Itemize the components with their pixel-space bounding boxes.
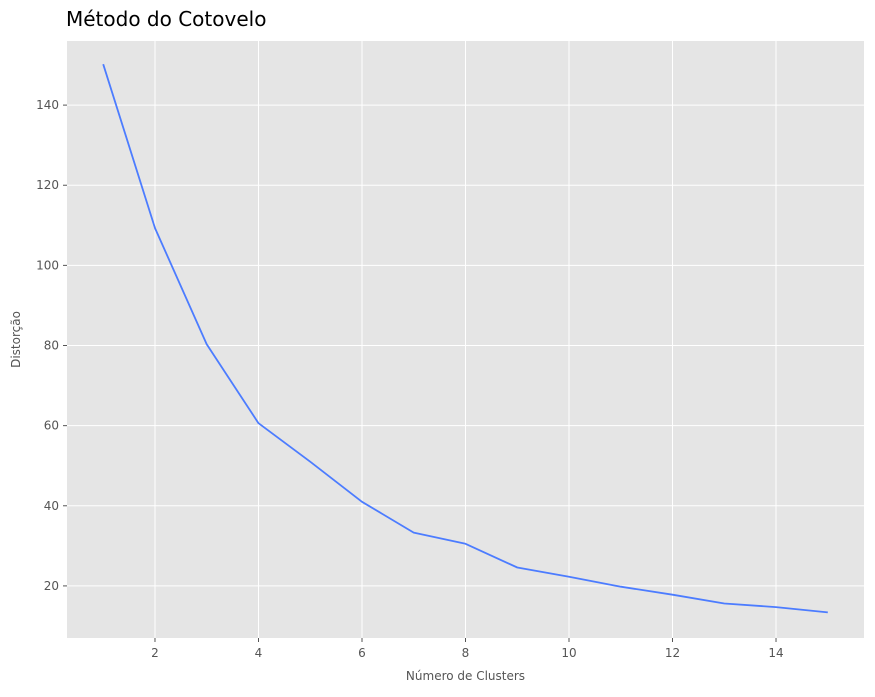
series-layer <box>102 63 828 614</box>
series-line <box>102 63 828 614</box>
y-tick-label: 80 <box>44 339 59 353</box>
y-tick-label: 120 <box>36 178 59 192</box>
x-axis-ticks: 2 4 6 8 10 12 14 <box>151 638 784 660</box>
x-tick-label: 10 <box>561 646 576 660</box>
x-tick-label: 6 <box>358 646 366 660</box>
x-tick-label: 8 <box>462 646 470 660</box>
y-tick-label: 40 <box>44 499 59 513</box>
x-axis-label: Número de Clusters <box>406 669 525 683</box>
y-axis-ticks: 20 40 60 80 100 120 140 <box>36 98 67 593</box>
y-tick-label: 100 <box>36 258 59 272</box>
x-tick-label: 14 <box>768 646 783 660</box>
x-tick-label: 4 <box>255 646 263 660</box>
chart-title: Método do Cotovelo <box>66 7 266 31</box>
x-tick-label: 12 <box>665 646 680 660</box>
y-axis-label: Distorção <box>9 311 23 368</box>
y-tick-label: 60 <box>44 419 59 433</box>
grid-lines <box>67 41 864 638</box>
y-tick-label: 20 <box>44 579 59 593</box>
y-tick-label: 140 <box>36 98 59 112</box>
x-tick-label: 2 <box>151 646 159 660</box>
